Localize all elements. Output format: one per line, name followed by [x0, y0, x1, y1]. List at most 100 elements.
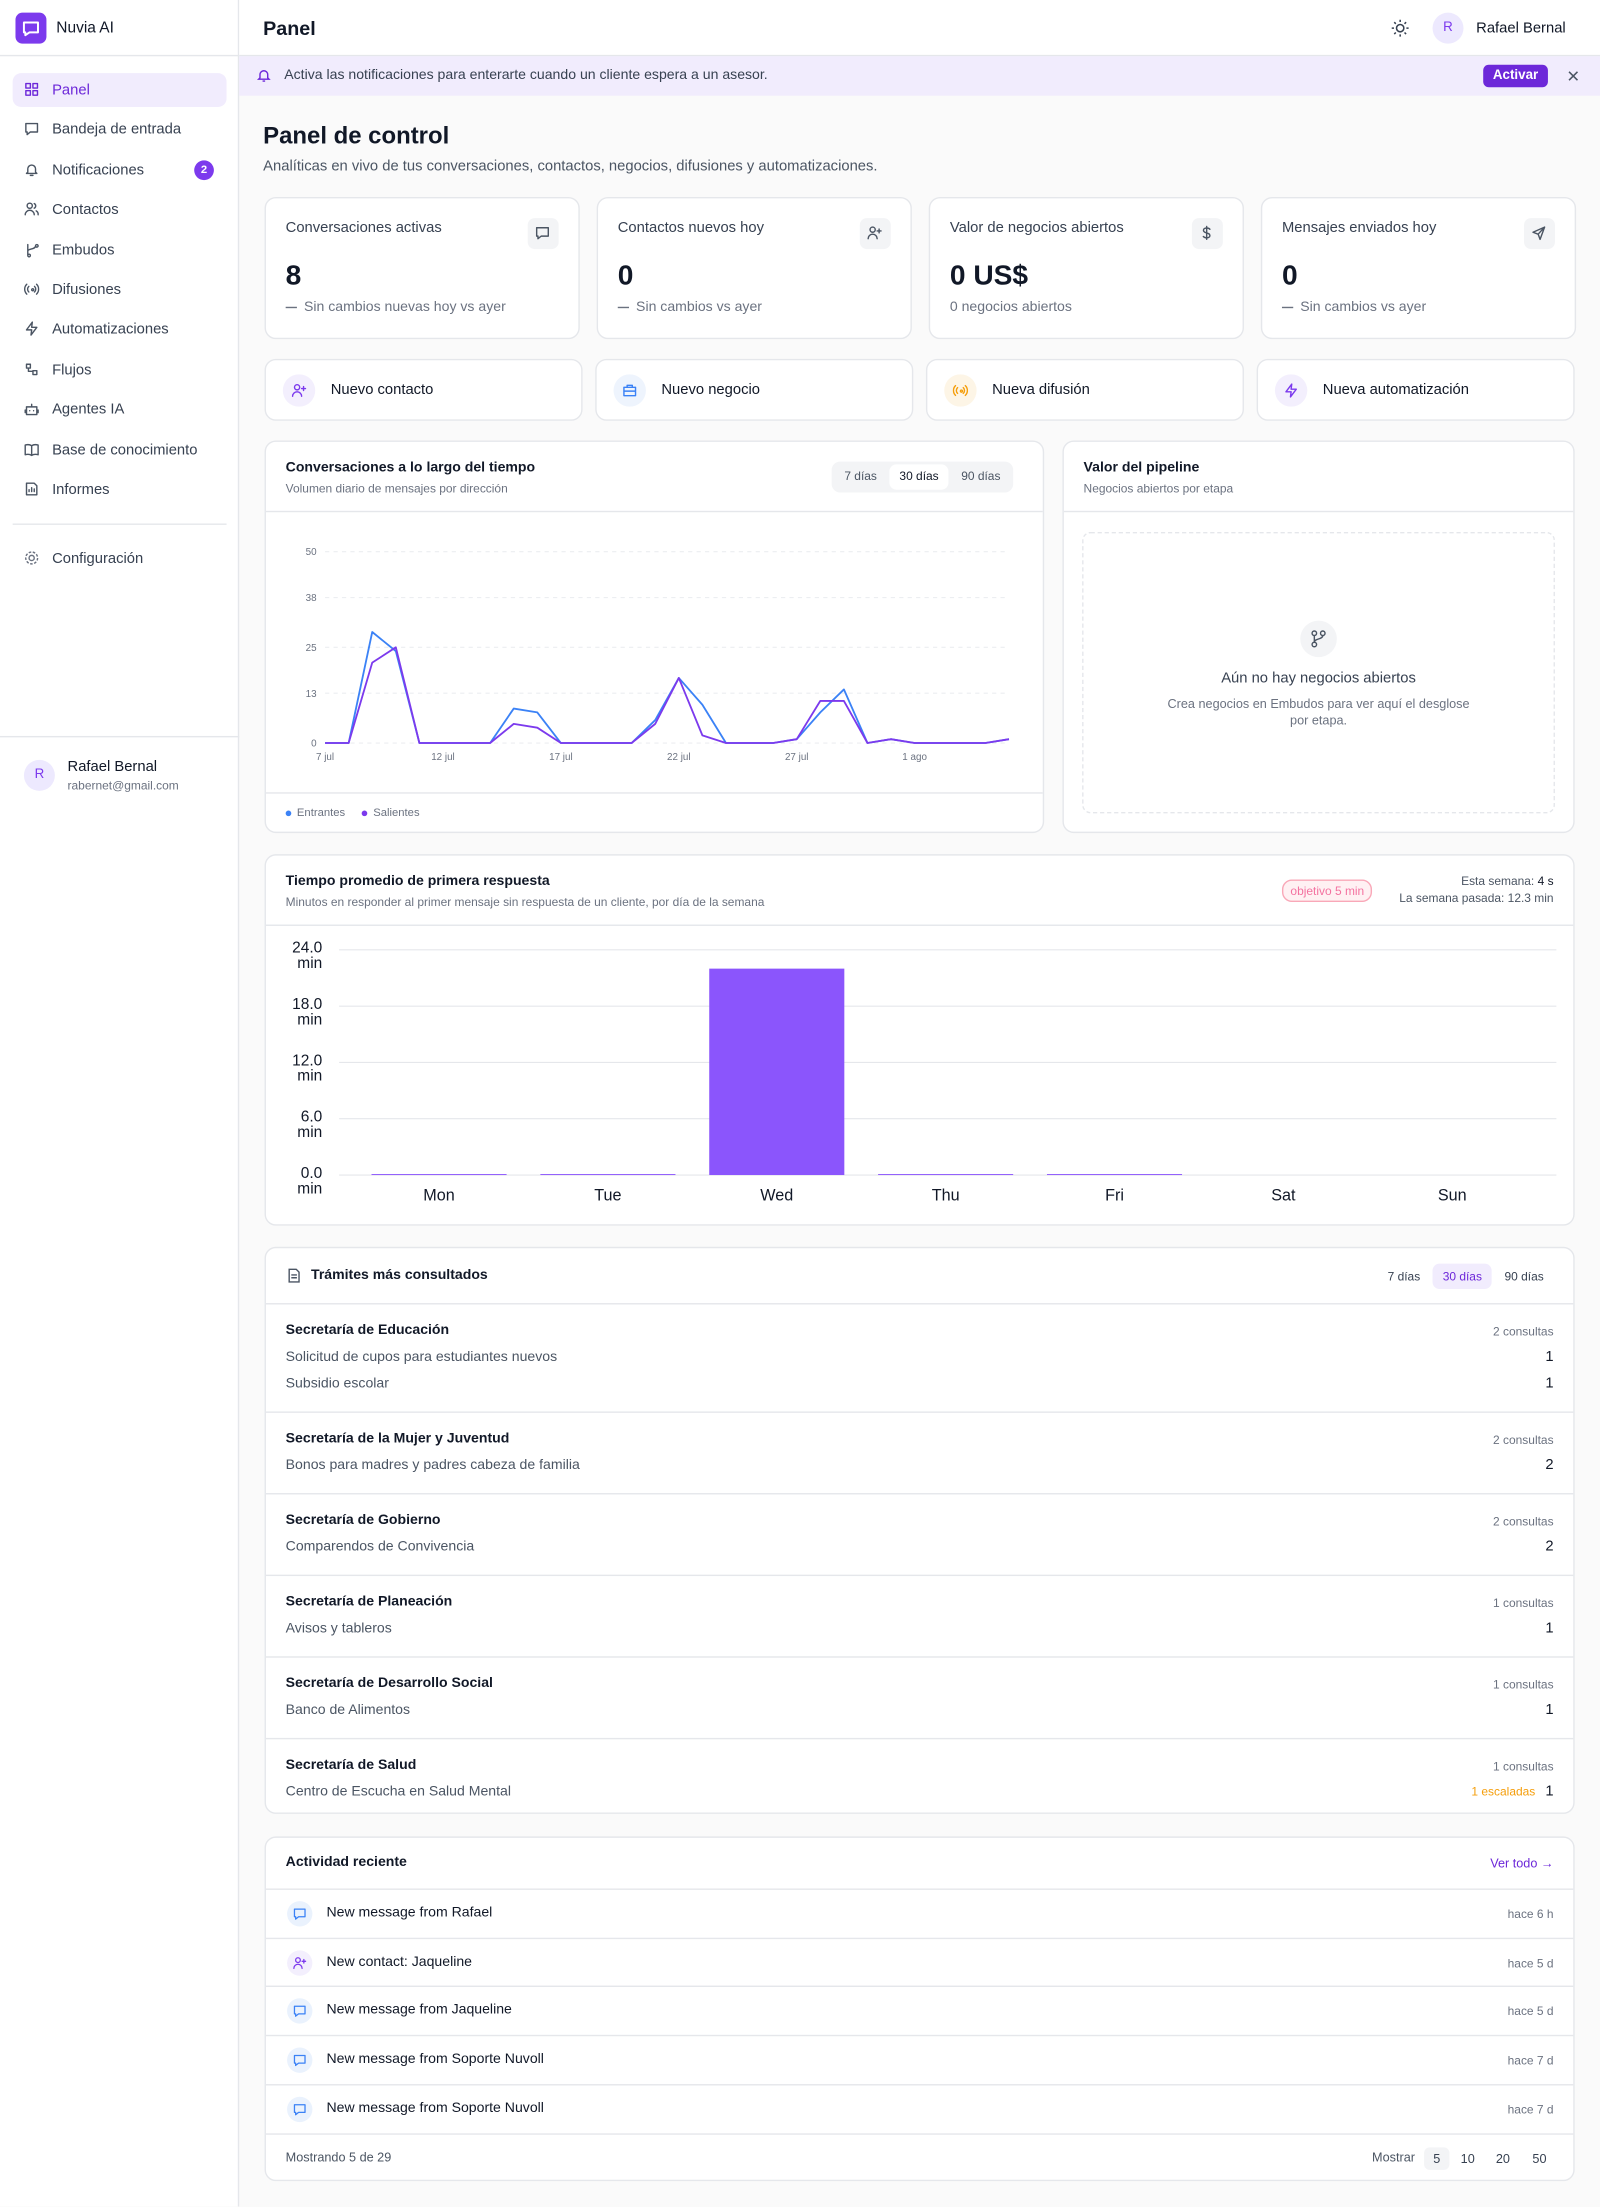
activity-row[interactable]: New message from Jaqueline hace 5 d: [265, 1986, 1574, 2035]
sidebar: Nuvia AI Panel Bandeja de entrada Notifica…: [0, 0, 240, 2207]
group-name: Secretaría de Gobierno: [285, 1512, 441, 1529]
x-tick-label: 7 jul: [316, 752, 334, 763]
range-tab[interactable]: 7 días: [844, 468, 877, 483]
nav-item[interactable]: Bandeja de entrada: [13, 113, 227, 147]
stat-icon: [859, 218, 891, 250]
settings-link[interactable]: Configuración: [13, 542, 227, 576]
x-tick-label: 22 jul: [667, 752, 691, 763]
activity-time: hace 7 d: [1507, 2102, 1554, 2117]
stat-value: 0 US$: [949, 260, 1029, 292]
bar: [878, 1174, 1014, 1176]
page-size[interactable]: 10: [1460, 2151, 1475, 2166]
divider: [1063, 510, 1574, 513]
notification-banner: Activa las notificaciones para enterarte…: [239, 56, 1600, 96]
activity-text: New message from Soporte Nuvoll: [326, 2100, 544, 2117]
procedure-group: Secretaría de Gobierno 2 consultas Compare…: [265, 1493, 1574, 1575]
legend-item: Entrantes: [285, 806, 345, 819]
nav-label: Difusiones: [52, 281, 122, 299]
activity-icon: [287, 2096, 313, 2122]
bar-chart: Mon Tue Wed Thu Fri Sat Sun: [339, 949, 1557, 1204]
procedure-item: Avisos y tableros 1: [286, 1615, 1554, 1642]
activity-time: hace 7 d: [1507, 2053, 1554, 2068]
card-title: Valor del pipeline: [1083, 460, 1200, 476]
x-tick-label: 17 jul: [549, 752, 573, 763]
action-card[interactable]: Nuevo negocio: [595, 358, 914, 421]
nav-label: Informes: [52, 481, 110, 499]
see-all[interactable]: Ver todo →: [1490, 1856, 1554, 1871]
y-tick-label: 18.0 min: [292, 996, 323, 1029]
activity-row[interactable]: New message from Rafael hace 6 h: [265, 1888, 1574, 1937]
banner-close[interactable]: [1566, 69, 1580, 83]
empty-text: Crea negocios en Embudos para ver aquí e…: [1167, 696, 1470, 728]
activity-text: New message from Soporte Nuvoll: [326, 2051, 544, 2068]
nav-item[interactable]: Automatizaciones: [13, 313, 227, 347]
nav-item[interactable]: Agentes IA: [13, 393, 227, 427]
theme-toggle[interactable]: [1390, 18, 1410, 38]
y-tick-label: 0.0 min: [297, 1165, 323, 1198]
card-subtitle: Volumen diario de mensajes por dirección: [285, 481, 508, 496]
page-size[interactable]: 20: [1495, 2151, 1510, 2166]
range-tabs: 7 días 30 días 90 días: [831, 461, 1014, 493]
activity-card: Actividad reciente Ver todo → New messag…: [264, 1836, 1575, 2182]
nav-item[interactable]: Contactos: [13, 193, 227, 227]
activity-row[interactable]: New message from Soporte Nuvoll hace 7 d: [265, 2083, 1574, 2133]
bar: [371, 1174, 507, 1176]
nav-label: Panel: [52, 81, 90, 99]
pipeline-card: Valor del pipeline Negocios abiertos por…: [1062, 440, 1575, 834]
nav-item[interactable]: Informes: [13, 473, 227, 507]
group-name: Secretaría de Desarrollo Social: [285, 1675, 493, 1692]
group-total: 1 consultas: [1493, 1759, 1554, 1774]
nav-item[interactable]: Base de conocimiento: [13, 433, 227, 467]
activity-row[interactable]: New contact: Jaqueline hace 5 d: [265, 1937, 1574, 1986]
avatar: R: [23, 759, 55, 791]
range-tab[interactable]: 30 días: [889, 464, 949, 490]
nav-label: Bandeja de entrada: [52, 121, 182, 139]
range-tab[interactable]: 90 días: [961, 468, 1001, 483]
pagination-info: Mostrando 5 de 29: [285, 2150, 392, 2165]
action-card[interactable]: Nueva automatización: [1256, 358, 1575, 421]
nav-item[interactable]: Notificaciones 2: [13, 153, 227, 187]
card-title: Actividad reciente: [285, 1854, 407, 1871]
banner-button[interactable]: Activar: [1483, 64, 1548, 88]
group-total: 2 consultas: [1493, 1514, 1554, 1529]
procedure-item: Comparendos de Convivencia 2: [286, 1534, 1554, 1561]
divider: [265, 2133, 1574, 2135]
divider: [12, 523, 227, 525]
nav-item[interactable]: Panel: [12, 73, 227, 107]
range-tab[interactable]: 30 días: [1432, 1263, 1492, 1290]
card-title: Tiempo promedio de primera respuesta: [285, 873, 550, 890]
header-avatar[interactable]: R: [1432, 12, 1464, 44]
action-card[interactable]: Nuevo contacto: [264, 358, 583, 421]
action-icon: [1274, 374, 1308, 407]
line-series: [325, 646, 1010, 744]
item-count: 1: [1545, 1701, 1554, 1719]
action-icon: [282, 374, 316, 407]
action-card[interactable]: Nueva difusión: [925, 358, 1244, 421]
item-count: 2: [1545, 1538, 1554, 1555]
page-size[interactable]: 5: [1424, 2147, 1450, 2170]
group-total: 1 consultas: [1493, 1595, 1554, 1610]
x-tick-label: 1 ago: [902, 752, 927, 763]
nav-item[interactable]: Embudos: [13, 233, 227, 267]
procedure-group: Secretaría de Salud 1 consultas Centro de …: [265, 1737, 1574, 1820]
range-tab[interactable]: 90 días: [1504, 1269, 1544, 1284]
activity-row[interactable]: New message from Soporte Nuvoll hace 7 d: [265, 2034, 1574, 2084]
header-title: Panel: [263, 16, 316, 40]
stat-label: Contactos nuevos hoy: [617, 219, 764, 237]
nav-item[interactable]: Difusiones: [13, 273, 227, 307]
legend: Entrantes Salientes: [285, 806, 420, 819]
procedure-group: Secretaría de Planeación 1 consultas Aviso…: [265, 1574, 1574, 1657]
range-tab[interactable]: 7 días: [1387, 1269, 1421, 1284]
page-size[interactable]: 50: [1532, 2151, 1547, 2166]
stat-note: 0 negocios abiertos: [950, 300, 1072, 315]
procedure-groups: Secretaría de Educación 2 consultas Solici…: [265, 1304, 1574, 1820]
item-label: Bonos para madres y padres cabeza de fam…: [285, 1457, 580, 1474]
procedure-group: Secretaría de la Mujer y Juventud 2 consu…: [265, 1411, 1574, 1493]
nav-item[interactable]: Flujos: [13, 353, 227, 387]
this-week: Esta semana: 4 s: [1461, 874, 1553, 888]
group-name: Secretaría de Educación: [285, 1322, 450, 1339]
action-label: Nuevo negocio: [661, 381, 760, 399]
item-label: Solicitud de cupos para estudiantes nuev…: [285, 1349, 558, 1365]
stat-icon: [527, 218, 559, 250]
